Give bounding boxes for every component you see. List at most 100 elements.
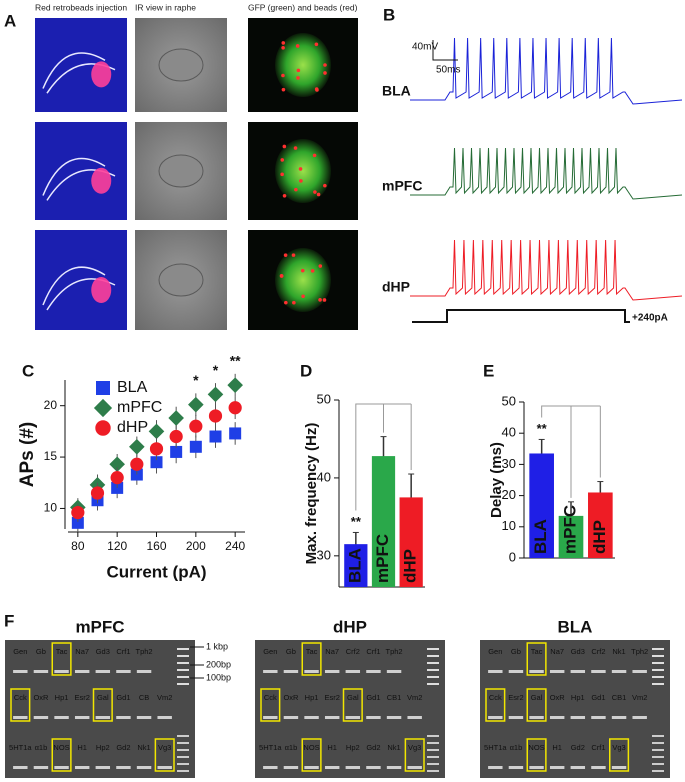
lane-label: Vg3 — [408, 743, 421, 752]
legend-label: BLA — [117, 379, 148, 396]
bar-label: dHP — [401, 549, 420, 583]
gel-band — [283, 716, 299, 719]
ladder-band — [427, 742, 439, 744]
lane-label: Hp2 — [96, 743, 110, 752]
lane-label: Gd3 — [571, 647, 585, 656]
panel-letter: C — [22, 361, 34, 380]
gel-band — [95, 766, 111, 769]
highlight-box — [301, 738, 322, 772]
panel-letter: A — [4, 11, 16, 30]
gel-band — [591, 766, 606, 769]
highlight-box — [260, 688, 281, 722]
lane-label: Tac — [531, 647, 543, 656]
gel-band — [611, 716, 627, 719]
highlight-box — [10, 688, 31, 722]
significance: ** — [351, 514, 362, 529]
gel-band — [488, 766, 503, 769]
lane-label: 5HT1a — [484, 743, 507, 752]
lane-label: α1b — [35, 743, 48, 752]
bead — [284, 300, 288, 305]
y-tick-label: 30 — [502, 456, 516, 471]
ladder-band — [652, 770, 664, 772]
gel-band — [263, 716, 278, 719]
ladder-band — [652, 676, 664, 678]
gel-band — [136, 716, 152, 719]
lane-label: H1 — [77, 743, 87, 752]
lane-label: Esr2 — [74, 693, 89, 702]
y-tick-label: 40 — [317, 469, 331, 484]
gel-band — [54, 716, 69, 719]
gel-band — [570, 716, 586, 719]
ladder-band — [427, 756, 439, 758]
lane-label: NOS — [528, 743, 544, 752]
voltage-trace — [410, 37, 683, 105]
lane-label: Vm2 — [157, 693, 172, 702]
data-point — [71, 505, 85, 520]
bead — [281, 46, 285, 50]
x-tick-label: 120 — [107, 539, 127, 553]
gel-band — [95, 716, 111, 719]
data-point — [188, 396, 204, 413]
highlight-box — [526, 642, 547, 676]
data-point — [109, 456, 125, 473]
gfp-neuron — [275, 33, 331, 97]
y-tick-label: 0 — [509, 549, 516, 564]
bead — [323, 71, 327, 75]
lane-label: Gen — [13, 647, 27, 656]
gel-band — [549, 670, 565, 673]
ladder-band — [177, 749, 189, 751]
gel-band — [33, 766, 49, 769]
gel-band — [345, 766, 361, 769]
ladder-band — [177, 770, 189, 772]
significance: ** — [230, 353, 241, 369]
bead — [313, 190, 317, 194]
y-tick-label: 50 — [502, 393, 516, 408]
gel-band — [54, 670, 69, 673]
lane-label: Nk1 — [612, 647, 625, 656]
y-tick-label: 10 — [44, 501, 58, 515]
lane-label: NOS — [303, 743, 319, 752]
ladder-band — [652, 749, 664, 751]
retrobead-injection — [91, 277, 112, 303]
gel-band — [366, 670, 381, 673]
lane-label: Tac — [306, 647, 318, 656]
ladder-band — [652, 648, 664, 650]
bead — [281, 87, 286, 92]
gel-band — [157, 716, 172, 719]
lane-label: Gal — [97, 693, 109, 702]
lane-label: Esr2 — [508, 693, 523, 702]
gel-band — [407, 766, 422, 769]
gel-band — [386, 766, 402, 769]
y-tick-label: 10 — [502, 518, 516, 533]
gel-band — [632, 716, 647, 719]
legend-marker — [96, 381, 110, 395]
lane-label: Vg3 — [612, 743, 625, 752]
ladder-band — [652, 742, 664, 744]
bead — [315, 88, 319, 92]
ladder-band — [427, 770, 439, 772]
lane-label: Cck — [264, 693, 277, 702]
highlight-box — [526, 738, 547, 772]
lane-label: Gd2 — [116, 743, 130, 752]
gel-title: BLA — [558, 617, 593, 636]
gel-title: mPFC — [75, 617, 124, 636]
column-header: Red retrobeads injection — [35, 2, 127, 12]
data-point — [71, 516, 84, 529]
gel-band — [591, 716, 606, 719]
bead — [291, 253, 296, 257]
y-tick-label: 30 — [317, 547, 331, 562]
lane-label: Crf1 — [116, 647, 130, 656]
gel-band — [13, 716, 28, 719]
gel-band — [263, 670, 278, 673]
gel-band — [366, 766, 381, 769]
highlight-box — [51, 642, 72, 676]
bar-label: mPFC — [560, 505, 579, 554]
lane-label: Gb — [286, 647, 296, 656]
data-point — [148, 423, 165, 440]
lane-label: Tph2 — [136, 647, 153, 656]
bar — [588, 492, 613, 558]
gel-band — [366, 716, 381, 719]
ladder-band — [177, 763, 189, 765]
gel-band — [324, 766, 340, 769]
lane-label: Nk1 — [387, 743, 400, 752]
